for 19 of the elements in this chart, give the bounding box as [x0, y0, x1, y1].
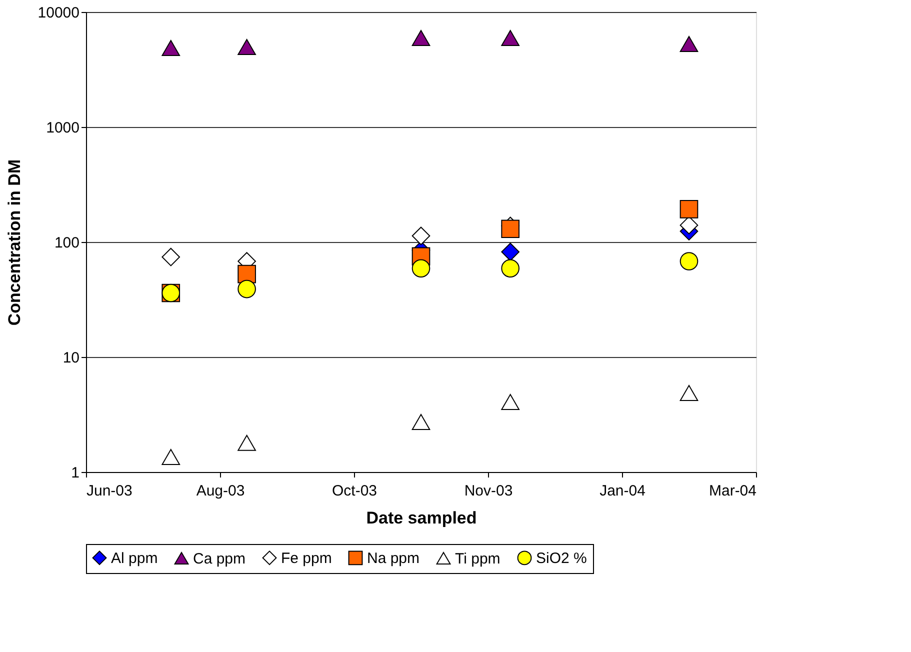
x-tick-label: Jan-04 — [600, 482, 646, 500]
y-tick-label: 10000 — [38, 4, 80, 22]
y-tick-label: 10 — [62, 350, 80, 366]
x-tick-label: Jun-03 — [86, 482, 132, 500]
x-tick-label: Aug-03 — [196, 482, 245, 500]
y-tick-label: 1000 — [46, 120, 80, 136]
x-tick-label: Mar-04 — [708, 482, 756, 500]
y-axis-title: Concentration in DM — [4, 159, 24, 326]
legend-label: Ti ppm — [455, 550, 500, 568]
x-tick-label: Oct-03 — [332, 482, 378, 500]
legend-label: Na ppm — [367, 550, 420, 567]
legend-label: Al ppm — [111, 550, 158, 567]
legend-label: Fe ppm — [281, 550, 332, 567]
y-tick-label: 100 — [54, 234, 80, 252]
legend-label: Ca ppm — [193, 550, 246, 568]
x-tick-label: Nov-03 — [464, 482, 513, 500]
x-axis-title: Date sampled — [366, 508, 477, 528]
legend-label: SiO2 % — [536, 550, 587, 567]
y-tick-label: 1 — [71, 464, 80, 482]
